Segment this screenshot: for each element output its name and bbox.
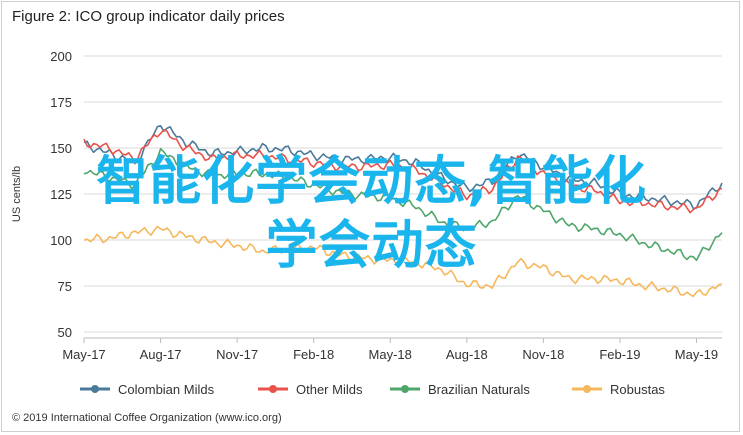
legend-marker — [91, 385, 99, 393]
series-line-brazilian-naturals — [83, 147, 723, 262]
y-tick-label: 175 — [50, 95, 72, 110]
x-tick-label: Feb-18 — [293, 347, 334, 362]
y-axis-label: US cents/lb — [11, 166, 23, 222]
chart-title: Figure 2: ICO group indicator daily pric… — [12, 8, 285, 25]
y-tick-label: 200 — [50, 49, 72, 64]
series-line-colombian-milds — [83, 125, 723, 210]
legend-label: Colombian Milds — [118, 382, 215, 397]
x-tick-label: Nov-18 — [522, 347, 564, 362]
copyright-footer: © 2019 International Coffee Organization… — [12, 412, 282, 424]
legend-marker — [269, 385, 277, 393]
x-tick-label: May-18 — [369, 347, 412, 362]
x-tick-label: May-17 — [62, 347, 105, 362]
y-tick-label: 150 — [50, 141, 72, 156]
y-tick-label: 125 — [50, 187, 72, 202]
y-tick-label: 50 — [58, 325, 72, 340]
legend-marker — [583, 385, 591, 393]
x-tick-label: Aug-17 — [140, 347, 182, 362]
legend-marker — [401, 385, 409, 393]
x-tick-label: May-19 — [675, 347, 718, 362]
x-tick-label: Nov-17 — [216, 347, 258, 362]
x-tick-label: Feb-19 — [599, 347, 640, 362]
series-line-robustas — [83, 225, 723, 298]
x-tick-label: Aug-18 — [446, 347, 488, 362]
y-tick-label: 100 — [50, 233, 72, 248]
legend-label: Other Milds — [296, 382, 363, 397]
legend-label: Brazilian Naturals — [428, 382, 530, 397]
y-tick-label: 75 — [58, 279, 72, 294]
series-line-other-milds — [83, 129, 723, 214]
legend-label: Robustas — [610, 382, 665, 397]
